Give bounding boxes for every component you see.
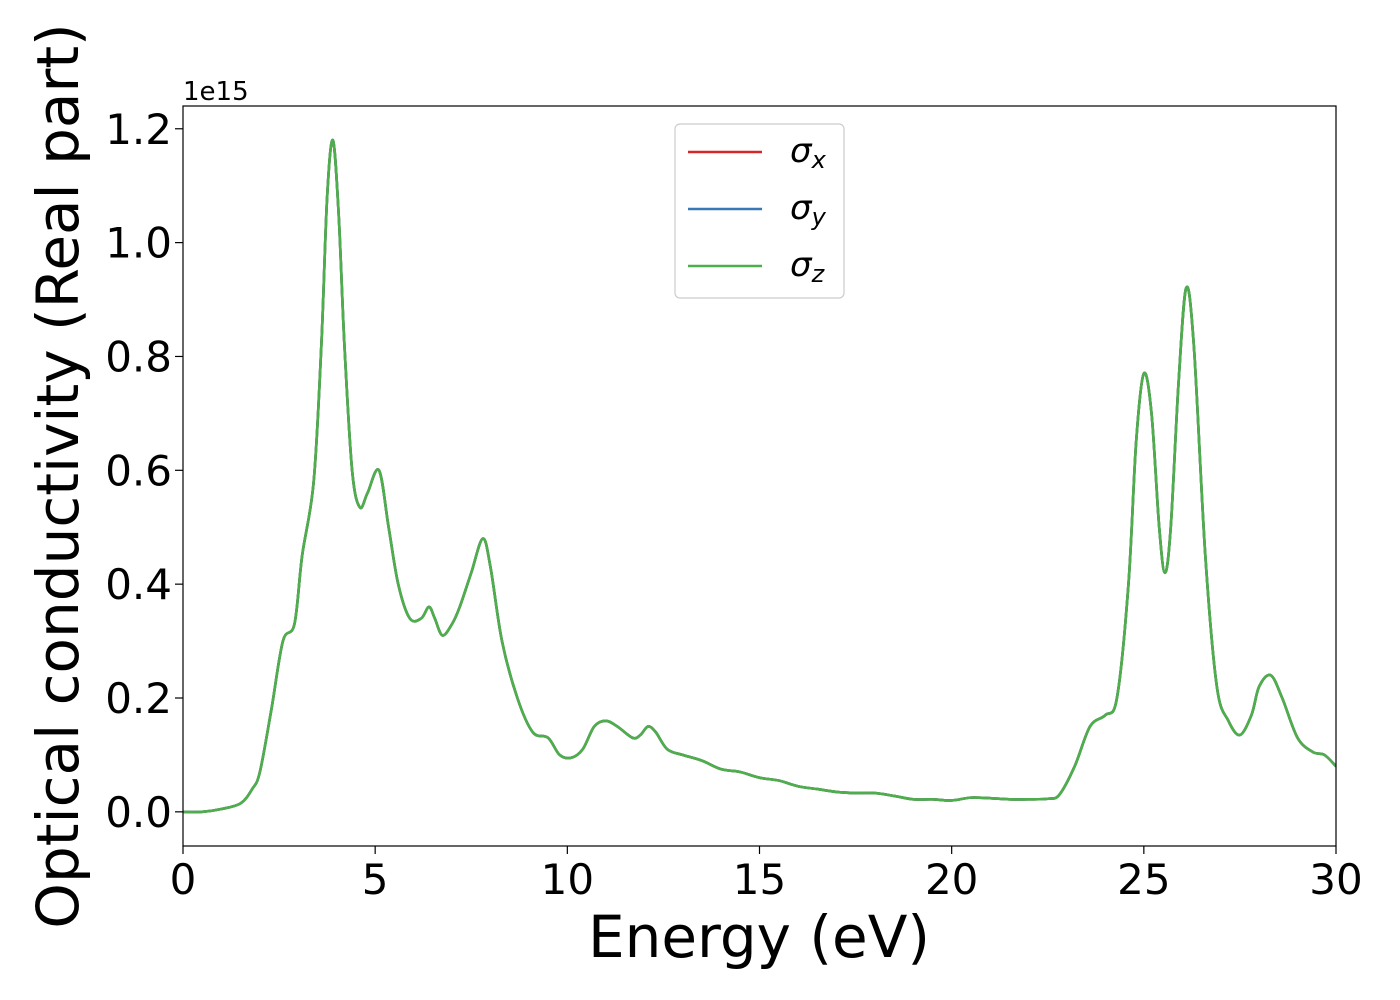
y-tick-label: 0.8 <box>105 332 172 381</box>
x-tick-label: 15 <box>733 855 786 904</box>
x-axis-ticks: 0 5 10 15 20 25 30 <box>170 846 1363 904</box>
y-tick-label: 0.6 <box>105 446 172 495</box>
x-tick-label: 0 <box>170 855 197 904</box>
y-tick-label: 0.0 <box>105 788 172 837</box>
legend-box <box>674 123 845 299</box>
x-axis-label: Energy (eV) <box>588 903 930 971</box>
legend-label-0: σx <box>790 131 827 174</box>
series-line-2 <box>183 138 1336 814</box>
x-tick-label: 10 <box>541 855 594 904</box>
y-tick-label: 1.0 <box>105 219 172 268</box>
y-tick-label: 0.2 <box>105 674 172 723</box>
y-axis-ticks: 0.0 0.2 0.4 0.6 0.8 1.0 1.2 <box>105 105 183 837</box>
legend-label-1: σy <box>790 188 827 231</box>
y-tick-label: 1.2 <box>105 105 172 154</box>
y-axis-label: Optical conductivity (Real part) <box>24 23 92 928</box>
x-tick-label: 20 <box>925 855 978 904</box>
y-offset-label: 1e15 <box>183 77 249 107</box>
x-tick-label: 25 <box>1117 855 1170 904</box>
series-layer <box>183 138 1336 814</box>
x-tick-label: 30 <box>1309 855 1362 904</box>
x-tick-label: 5 <box>362 855 389 904</box>
legend-label-2: σz <box>790 245 826 288</box>
legend: σx σy σz <box>674 123 845 299</box>
y-tick-label: 0.4 <box>105 560 172 609</box>
